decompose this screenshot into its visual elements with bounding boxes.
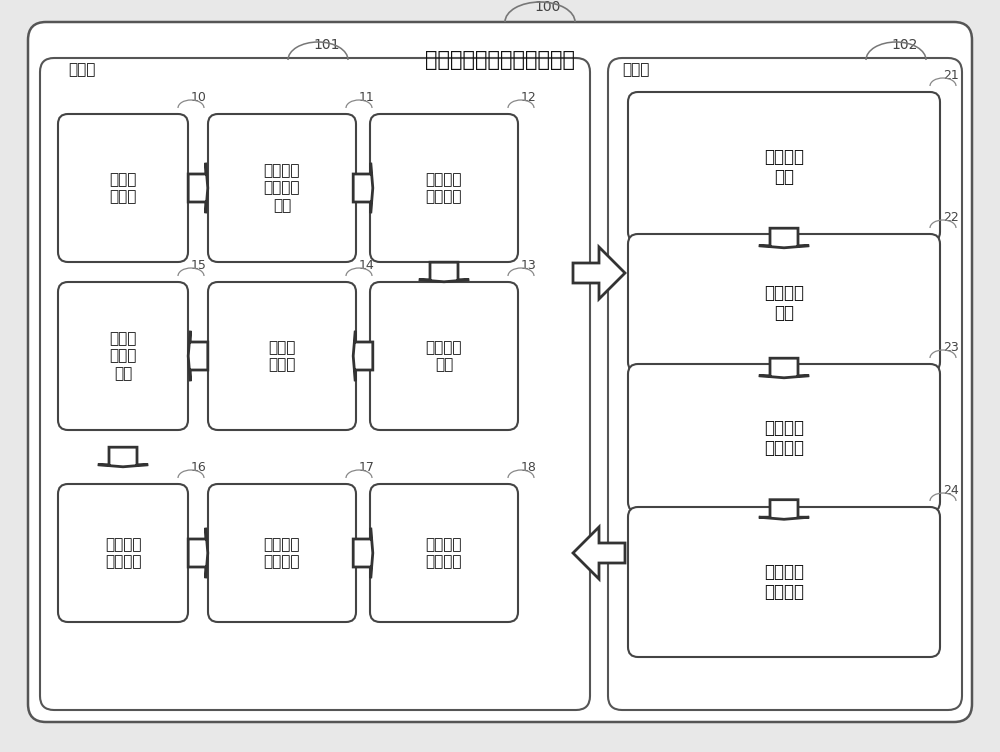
FancyBboxPatch shape <box>370 114 518 262</box>
Text: 教师端: 教师端 <box>68 62 95 77</box>
Polygon shape <box>759 228 809 248</box>
Text: 102: 102 <box>892 38 918 52</box>
Polygon shape <box>98 447 148 467</box>
FancyBboxPatch shape <box>628 364 940 512</box>
Text: 引用课后
作业模块: 引用课后 作业模块 <box>105 537 141 569</box>
FancyBboxPatch shape <box>58 114 188 262</box>
Text: 引用微课
助手模块: 引用微课 助手模块 <box>764 562 804 602</box>
Polygon shape <box>353 528 373 578</box>
Polygon shape <box>759 499 809 520</box>
Text: 课堂在线
任务: 课堂在线 任务 <box>764 147 804 186</box>
FancyBboxPatch shape <box>370 484 518 622</box>
Text: 10: 10 <box>191 91 207 104</box>
FancyBboxPatch shape <box>40 58 590 710</box>
FancyBboxPatch shape <box>58 282 188 430</box>
Text: 23: 23 <box>943 341 959 354</box>
FancyBboxPatch shape <box>28 22 972 722</box>
Text: 15: 15 <box>191 259 207 272</box>
FancyBboxPatch shape <box>628 92 940 242</box>
Text: 引用微课
助手模块: 引用微课 助手模块 <box>426 537 462 569</box>
FancyBboxPatch shape <box>208 114 356 262</box>
Polygon shape <box>759 358 809 378</box>
Text: 课堂在线
作业: 课堂在线 作业 <box>764 284 804 323</box>
FancyBboxPatch shape <box>58 484 188 622</box>
FancyBboxPatch shape <box>628 234 940 372</box>
Text: 引用视频
录制模块: 引用视频 录制模块 <box>264 537 300 569</box>
FancyBboxPatch shape <box>608 58 962 710</box>
Polygon shape <box>353 331 373 381</box>
Text: 小组互动
模块: 小组互动 模块 <box>426 340 462 372</box>
Text: 电子白
板模块: 电子白 板模块 <box>268 340 296 372</box>
Polygon shape <box>573 527 625 579</box>
FancyBboxPatch shape <box>628 507 940 657</box>
Text: 16: 16 <box>191 461 207 474</box>
Text: 100: 100 <box>535 0 561 14</box>
Text: 12: 12 <box>521 91 537 104</box>
FancyBboxPatch shape <box>208 282 356 430</box>
Text: 用于辅助教学过程的教学系: 用于辅助教学过程的教学系 <box>425 50 575 70</box>
Text: 课堂点
评模块: 课堂点 评模块 <box>109 171 137 205</box>
Text: 引用随
堂检测
模块: 引用随 堂检测 模块 <box>109 331 137 381</box>
Text: 引用教材
资源模块: 引用教材 资源模块 <box>426 171 462 205</box>
Text: 13: 13 <box>521 259 537 272</box>
Text: 引用视频
录制模块: 引用视频 录制模块 <box>764 419 804 457</box>
Text: 18: 18 <box>521 461 537 474</box>
FancyBboxPatch shape <box>370 282 518 430</box>
Polygon shape <box>188 331 208 381</box>
Text: 22: 22 <box>943 211 959 224</box>
Text: 101: 101 <box>314 38 340 52</box>
FancyBboxPatch shape <box>208 484 356 622</box>
Text: 21: 21 <box>943 69 959 82</box>
Text: 14: 14 <box>359 259 375 272</box>
Polygon shape <box>188 528 208 578</box>
Text: 24: 24 <box>943 484 959 497</box>
Text: 学生端: 学生端 <box>622 62 649 77</box>
Polygon shape <box>188 162 208 214</box>
Polygon shape <box>419 262 469 282</box>
Polygon shape <box>353 162 373 214</box>
Polygon shape <box>573 247 625 299</box>
Text: 17: 17 <box>359 461 375 474</box>
Text: 引用电子
备课教案
模块: 引用电子 备课教案 模块 <box>264 163 300 213</box>
Text: 11: 11 <box>359 91 375 104</box>
